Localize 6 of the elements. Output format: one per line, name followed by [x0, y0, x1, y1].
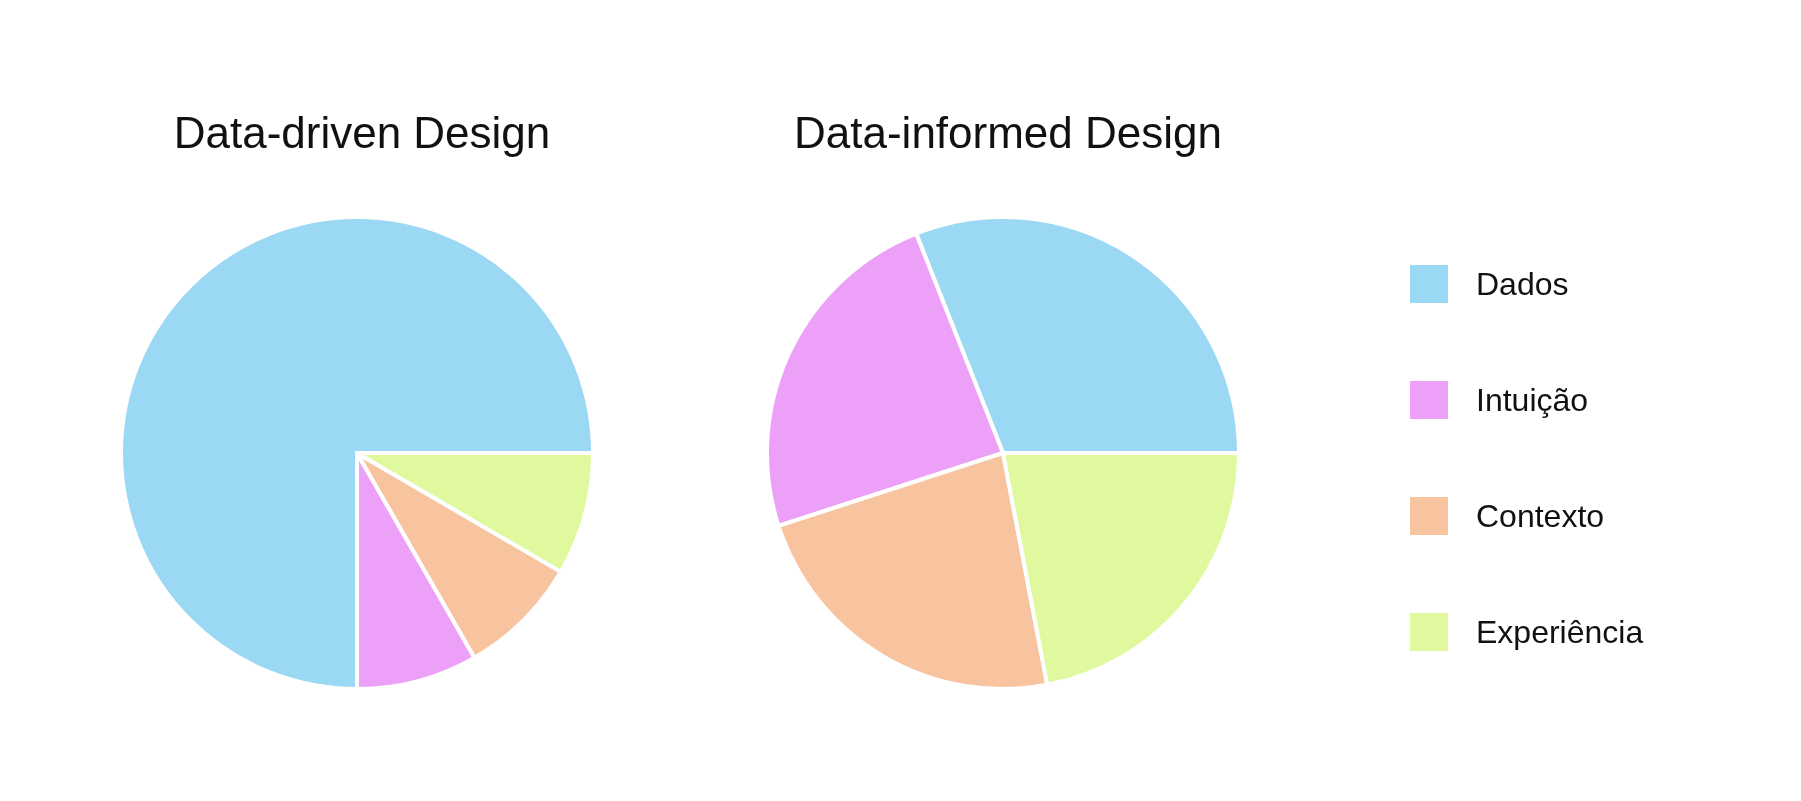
legend-label: Experiência [1476, 614, 1644, 650]
legend-label: Contexto [1476, 498, 1605, 534]
legend-label: Intuição [1476, 382, 1589, 418]
slice-label: Data-driven Design [173, 107, 551, 157]
legend-label: Dados [1476, 266, 1569, 302]
slice-label: Data-informed Design [794, 107, 1222, 157]
